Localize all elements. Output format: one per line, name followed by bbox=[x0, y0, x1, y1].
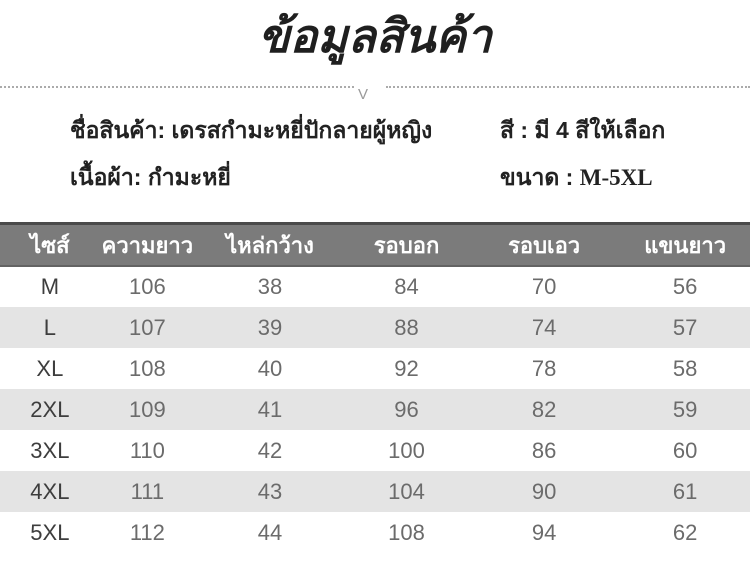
measurement-cell: 61 bbox=[672, 478, 698, 504]
table-row: 4XL 111 43 104 90 61 bbox=[0, 471, 750, 513]
color-value: มี 4 สีให้เลือก bbox=[534, 116, 666, 143]
table-row: 5XL 112 44 108 94 62 bbox=[0, 512, 750, 553]
measurement-cell: 74 bbox=[531, 314, 557, 340]
measurement-cell: 39 bbox=[257, 314, 283, 340]
measurement-cell: 84 bbox=[394, 274, 419, 300]
product-name-value: เดรสกำมะหยี่ปักลายผู้หญิง bbox=[171, 116, 433, 143]
table-row: XL 108 40 92 78 58 bbox=[0, 348, 750, 389]
product-name-field: ชื่อสินค้า: เดรสกำมะหยี่ปักลายผู้หญิง bbox=[70, 114, 500, 147]
measurement-cell: 112 bbox=[129, 519, 165, 545]
measurement-cell: 56 bbox=[672, 274, 698, 300]
measurement-cell: 58 bbox=[672, 355, 698, 381]
table-row: 3XL 110 42 100 86 60 bbox=[0, 430, 750, 471]
measurement-cell: 100 bbox=[388, 437, 425, 463]
measurement-cell: 86 bbox=[531, 437, 557, 463]
measurement-cell: 111 bbox=[130, 478, 165, 504]
measurement-cell: 60 bbox=[672, 437, 698, 463]
size-cell: M bbox=[40, 274, 60, 300]
col-header-waist: รอบเอว bbox=[508, 232, 581, 258]
measurement-cell: 108 bbox=[129, 355, 166, 381]
measurement-cell: 104 bbox=[388, 478, 425, 504]
size-cell: 2XL bbox=[30, 396, 70, 422]
measurement-cell: 70 bbox=[531, 274, 557, 300]
measurement-cell: 38 bbox=[257, 274, 283, 300]
measurement-cell: 57 bbox=[672, 314, 698, 340]
measurement-cell: 88 bbox=[394, 314, 419, 340]
measurement-cell: 108 bbox=[388, 519, 425, 545]
dotted-divider: V bbox=[0, 78, 750, 108]
size-chart-table: ไซส์ ความยาว ไหล่กว้าง รอบอก รอบเอว แขนย… bbox=[0, 222, 750, 554]
measurement-cell: 43 bbox=[257, 478, 283, 504]
size-chart-header: ไซส์ ความยาว ไหล่กว้าง รอบอก รอบเอว แขนย… bbox=[0, 223, 750, 267]
divider-line-right bbox=[386, 85, 750, 88]
table-row: L 107 39 88 74 57 bbox=[0, 307, 750, 349]
size-cell: 5XL bbox=[30, 519, 70, 545]
measurement-cell: 90 bbox=[531, 478, 557, 504]
size-cell: 3XL bbox=[30, 437, 70, 463]
size-range-field: ขนาด : M-5XL bbox=[500, 161, 750, 195]
measurement-cell: 78 bbox=[531, 355, 557, 381]
measurement-cell: 107 bbox=[129, 314, 166, 340]
col-header-length: ความยาว bbox=[101, 232, 194, 258]
col-header-shoulder: ไหล่กว้าง bbox=[226, 232, 314, 258]
measurement-cell: 92 bbox=[394, 355, 419, 381]
col-header-size: ไซส์ bbox=[30, 232, 70, 258]
measurement-cell: 110 bbox=[129, 437, 165, 463]
size-range-value: M-5XL bbox=[579, 165, 653, 191]
product-info-sheet: ข้อมูลสินค้า V ชื่อสินค้า: เดรสกำมะหยี่ป… bbox=[0, 8, 750, 579]
product-name-label: ชื่อสินค้า: bbox=[70, 116, 166, 143]
color-label: สี : bbox=[500, 116, 529, 143]
measurement-cell: 106 bbox=[129, 274, 166, 300]
header-row: ไซส์ ความยาว ไหล่กว้าง รอบอก รอบเอว แขนย… bbox=[0, 223, 750, 267]
measurement-cell: 62 bbox=[672, 519, 698, 545]
fabric-label: เนื้อผ้า: bbox=[70, 164, 142, 191]
table-row: 2XL 109 41 96 82 59 bbox=[0, 389, 750, 431]
table-row: M 106 38 84 70 56 bbox=[0, 266, 750, 307]
measurement-cell: 94 bbox=[531, 519, 557, 545]
measurement-cell: 59 bbox=[672, 396, 698, 422]
measurement-cell: 41 bbox=[257, 396, 283, 422]
info-column-right: สี : มี 4 สีให้เลือก ขนาด : M-5XL bbox=[500, 114, 750, 210]
measurement-cell: 44 bbox=[257, 519, 283, 545]
size-cell: XL bbox=[36, 355, 64, 381]
measurement-cell: 96 bbox=[394, 396, 419, 422]
col-header-sleeve: แขนยาว bbox=[644, 232, 727, 258]
product-info-section: ชื่อสินค้า: เดรสกำมะหยี่ปักลายผู้หญิง เน… bbox=[0, 108, 750, 210]
fabric-field: เนื้อผ้า: กำมะหยี่ bbox=[70, 161, 500, 194]
measurement-cell: 82 bbox=[531, 396, 557, 422]
size-range-label: ขนาด : bbox=[500, 164, 574, 191]
color-field: สี : มี 4 สีให้เลือก bbox=[500, 114, 750, 147]
col-header-bust: รอบอก bbox=[373, 232, 440, 258]
size-chart-body: M 106 38 84 70 56 L 107 39 88 74 57 XL 108 40 92 78… bbox=[0, 266, 750, 553]
chevron-down-icon: V bbox=[358, 85, 369, 103]
measurement-cell: 109 bbox=[129, 396, 166, 422]
size-cell: L bbox=[43, 314, 56, 340]
measurement-cell: 42 bbox=[257, 437, 283, 463]
info-column-left: ชื่อสินค้า: เดรสกำมะหยี่ปักลายผู้หญิง เน… bbox=[70, 114, 500, 210]
measurement-cell: 40 bbox=[257, 355, 283, 381]
divider-line-left bbox=[0, 85, 354, 88]
page-title: ข้อมูลสินค้า bbox=[258, 10, 492, 62]
fabric-value: กำมะหยี่ bbox=[147, 164, 231, 191]
size-cell: 4XL bbox=[30, 478, 70, 504]
